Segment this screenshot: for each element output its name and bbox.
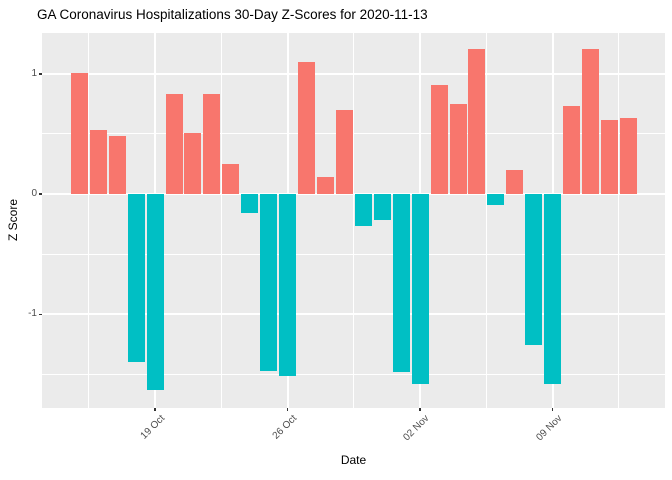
bar-negative [146,194,164,390]
x-tick-mark [551,408,554,411]
bar-positive [449,103,467,195]
chart-title: GA Coronavirus Hospitalizations 30-Day Z… [37,7,428,22]
x-tick-mark [286,408,289,411]
bar-positive [468,48,486,195]
bar-positive [165,94,183,195]
gridline-minor-v [618,33,620,408]
bar-positive [184,132,202,195]
bar-positive [203,94,221,195]
y-axis-title: Z Score [6,198,20,242]
gridline-minor-v [220,33,222,408]
y-tick-mark [39,313,42,315]
bar-positive [619,118,637,195]
bar-positive [430,84,448,195]
gridline-minor-v [353,33,355,408]
bar-negative [411,194,429,384]
x-tick-label: 02 Nov [401,413,432,444]
x-tick-label: 09 Nov [534,413,565,444]
bar-positive [89,130,107,195]
bar-positive [70,72,88,195]
bar-negative [525,194,543,346]
bar-positive [600,119,618,195]
gridline-minor-v [485,33,487,408]
bar-positive [506,170,524,195]
x-tick-label: 26 Oct [270,413,300,442]
bar-positive [298,61,316,195]
bar-negative [279,194,297,376]
plot-panel [42,33,665,408]
bar-negative [392,194,410,372]
bar-negative [260,194,278,371]
gridline-major-h [42,313,665,316]
bar-positive [108,136,126,195]
bar-negative [544,194,562,384]
gridline-minor-v [88,33,90,408]
gridline-major-h [42,193,665,196]
x-tick-mark [419,408,421,411]
bar-positive [316,177,334,195]
y-tick-mark [39,193,42,195]
x-tick-label: 19 Oct [138,413,167,442]
y-tick-label: -1 [28,308,37,320]
x-tick-mark [154,408,156,411]
bar-positive [582,48,599,195]
y-tick-mark [39,73,42,75]
x-axis-title: Date [340,453,367,467]
gridline-major-h [42,72,665,75]
bar-positive [335,109,353,195]
bar-positive [222,164,240,195]
y-tick-label: 0 [31,188,37,200]
bar-positive [563,106,581,195]
bar-negative [241,194,259,214]
bar-negative [373,194,391,221]
bar-negative [354,194,372,227]
bar-negative [127,194,145,363]
y-tick-label: 1 [31,67,37,79]
bar-negative [487,194,505,205]
